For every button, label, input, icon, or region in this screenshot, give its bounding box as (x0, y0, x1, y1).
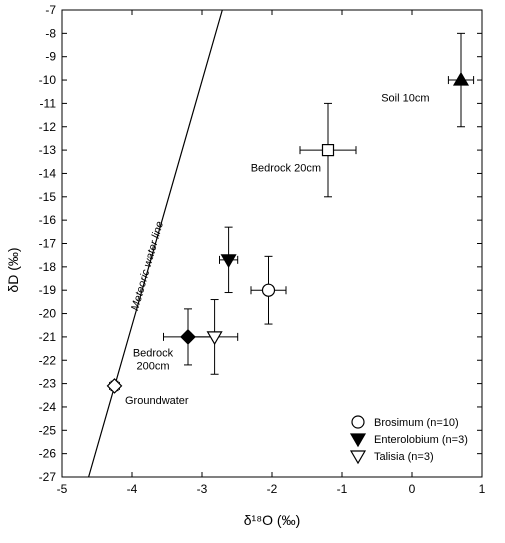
marks (88, 9, 475, 478)
x-tick-label: 0 (409, 482, 416, 496)
legend-item-0: Brosimum (n=10) (351, 415, 459, 429)
source-marker (106, 378, 123, 394)
y-tick-label: -14 (39, 166, 57, 180)
annotations: Meteoric water line Soil 10cm Bedrock 20cm… (125, 93, 430, 407)
series-point-1-0 (219, 226, 239, 294)
y-tick-label: -11 (40, 96, 57, 110)
series-marker (220, 254, 237, 269)
legend-label: Brosimum (n=10) (374, 417, 459, 429)
y-tick-label: -23 (39, 377, 57, 391)
source-label: Groundwater (125, 395, 189, 407)
source-point-3 (106, 378, 123, 394)
source-marker (452, 71, 470, 86)
legend-label: Talisia (n=3) (374, 451, 434, 463)
x-tick-label: -3 (197, 482, 208, 496)
y-tick-label: -26 (39, 447, 57, 461)
legend-label: Enterolobium (n=3) (374, 434, 468, 446)
meteoric-water-line-label: Meteoric water line (129, 220, 166, 312)
y-tick-label: -15 (39, 190, 57, 204)
source-label: Bedrock 20cm (251, 163, 321, 175)
series-marker (261, 283, 276, 297)
x-tick-label: -1 (337, 482, 348, 496)
y-tick-label: -10 (39, 73, 57, 87)
source-point-0 (447, 32, 475, 128)
y-tick-label: -8 (45, 26, 56, 40)
source-marker (321, 144, 335, 157)
series-point-2-0 (191, 299, 239, 375)
y-tick-label: -7 (45, 3, 56, 17)
series-point-0-0 (250, 255, 287, 325)
y-axis-title: δD (‰) (5, 247, 21, 292)
y-tick-label: -22 (39, 353, 57, 367)
source-label: Bedrock (133, 348, 174, 360)
legend-item-2: Talisia (n=3) (349, 450, 434, 465)
legend-item-1: Enterolobium (n=3) (349, 433, 468, 448)
y-tick-label: -18 (39, 260, 57, 274)
y-tick-label: -21 (39, 330, 57, 344)
source-point-1 (299, 102, 357, 198)
series-marker (206, 331, 223, 346)
meteoric-water-line (88, 9, 223, 478)
legend-marker (351, 415, 365, 429)
x-tick-label: -5 (57, 482, 68, 496)
x-tick-label: -4 (127, 482, 138, 496)
legend-marker (349, 450, 367, 465)
legend-marker (349, 433, 367, 448)
x-tick-label: 1 (479, 482, 486, 496)
legend: Brosimum (n=10) Enterolobium (n=3) Talisia… (349, 415, 468, 465)
x-axis-title: δ¹⁸O (‰) (244, 512, 300, 528)
y-tick-label: -16 (39, 213, 57, 227)
y-tick-label: -20 (39, 307, 57, 321)
source-label: Soil 10cm (381, 93, 429, 105)
axes: -5 -4 -3 -2 -1 0 1-7-8-9-10-11-12-13-14-15-16-… (39, 3, 486, 496)
y-tick-label: -9 (45, 50, 56, 64)
source-label: 200cm (136, 361, 169, 373)
y-tick-label: -19 (39, 283, 57, 297)
y-tick-label: -24 (39, 400, 57, 414)
y-tick-label: -27 (39, 470, 57, 484)
y-tick-label: -25 (39, 423, 57, 437)
y-tick-label: -12 (39, 120, 57, 134)
y-tick-label: -13 (39, 143, 57, 157)
y-tick-label: -17 (39, 237, 57, 251)
x-tick-label: -2 (267, 482, 278, 496)
